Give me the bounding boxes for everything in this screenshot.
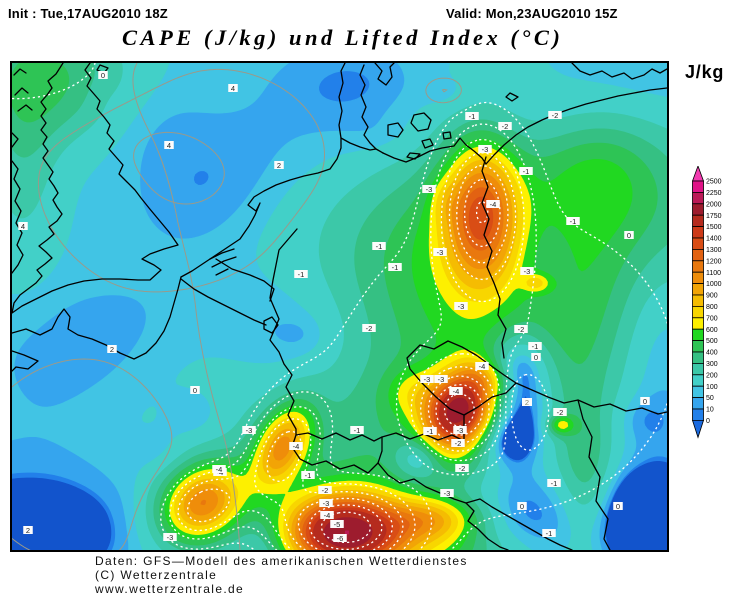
svg-text:2500: 2500 <box>706 179 722 186</box>
svg-text:-4: -4 <box>324 511 331 520</box>
svg-text:-1: -1 <box>532 342 539 351</box>
svg-text:1100: 1100 <box>706 270 721 277</box>
svg-text:-4: -4 <box>216 465 223 474</box>
svg-text:0: 0 <box>616 502 620 511</box>
svg-text:1300: 1300 <box>706 247 722 254</box>
svg-text:-2: -2 <box>322 486 329 495</box>
svg-text:0: 0 <box>193 386 197 395</box>
svg-text:-1: -1 <box>551 479 558 488</box>
svg-text:4: 4 <box>231 84 235 93</box>
svg-text:-1: -1 <box>546 529 553 538</box>
svg-text:1200: 1200 <box>706 258 722 265</box>
svg-text:-1: -1 <box>376 242 383 251</box>
svg-text:-2: -2 <box>459 464 466 473</box>
svg-text:-1: -1 <box>523 167 530 176</box>
svg-text:2: 2 <box>525 398 529 407</box>
svg-text:-2: -2 <box>552 111 559 120</box>
svg-text:-3: -3 <box>246 426 253 435</box>
svg-text:-2: -2 <box>366 324 373 333</box>
svg-text:-3: -3 <box>458 302 465 311</box>
svg-text:0: 0 <box>101 71 105 80</box>
svg-text:-3: -3 <box>426 185 433 194</box>
svg-text:-5: -5 <box>334 520 341 529</box>
svg-text:-6: -6 <box>337 534 344 543</box>
svg-text:-3: -3 <box>424 375 431 384</box>
svg-text:300: 300 <box>706 361 718 368</box>
svg-text:0: 0 <box>627 231 631 240</box>
svg-text:0: 0 <box>706 418 710 425</box>
svg-text:-1: -1 <box>570 217 577 226</box>
svg-text:-3: -3 <box>482 145 489 154</box>
svg-text:2: 2 <box>26 526 30 535</box>
svg-text:-1: -1 <box>354 426 361 435</box>
svg-text:400: 400 <box>706 350 718 357</box>
svg-text:200: 200 <box>706 372 718 379</box>
svg-text:-3: -3 <box>167 533 174 542</box>
svg-text:1750: 1750 <box>706 213 722 220</box>
svg-text:-1: -1 <box>298 270 305 279</box>
svg-text:50: 50 <box>706 395 714 402</box>
svg-text:4: 4 <box>21 222 25 231</box>
svg-text:100: 100 <box>706 384 718 391</box>
svg-text:700: 700 <box>706 315 718 322</box>
svg-text:-2: -2 <box>557 408 564 417</box>
svg-text:10: 10 <box>706 407 714 414</box>
svg-text:-1: -1 <box>469 112 476 121</box>
svg-text:-4: -4 <box>293 442 300 451</box>
svg-text:0: 0 <box>643 397 647 406</box>
svg-text:-3: -3 <box>444 489 451 498</box>
svg-text:-3: -3 <box>323 499 330 508</box>
svg-text:-3: -3 <box>438 375 445 384</box>
svg-text:-4: -4 <box>453 387 460 396</box>
svg-text:-3: -3 <box>437 248 444 257</box>
svg-text:900: 900 <box>706 293 718 300</box>
svg-text:1000: 1000 <box>706 281 722 288</box>
svg-text:0: 0 <box>534 353 538 362</box>
svg-text:-2: -2 <box>502 122 509 131</box>
svg-text:800: 800 <box>706 304 718 311</box>
svg-text:0: 0 <box>520 502 524 511</box>
svg-text:-3: -3 <box>524 267 531 276</box>
svg-text:500: 500 <box>706 338 718 345</box>
svg-text:-2: -2 <box>455 439 462 448</box>
svg-text:4: 4 <box>167 141 171 150</box>
svg-text:-1: -1 <box>305 471 312 480</box>
svg-text:-4: -4 <box>479 362 486 371</box>
svg-text:1500: 1500 <box>706 224 722 231</box>
svg-text:2: 2 <box>110 345 114 354</box>
svg-text:600: 600 <box>706 327 718 334</box>
svg-text:2: 2 <box>277 161 281 170</box>
svg-text:-4: -4 <box>490 200 497 209</box>
svg-text:-2: -2 <box>518 325 525 334</box>
svg-text:2000: 2000 <box>706 201 722 208</box>
svg-text:2250: 2250 <box>706 190 722 197</box>
svg-text:-1: -1 <box>392 263 399 272</box>
svg-text:-3: -3 <box>457 426 464 435</box>
svg-text:1400: 1400 <box>706 236 722 243</box>
svg-text:-1: -1 <box>427 427 434 436</box>
